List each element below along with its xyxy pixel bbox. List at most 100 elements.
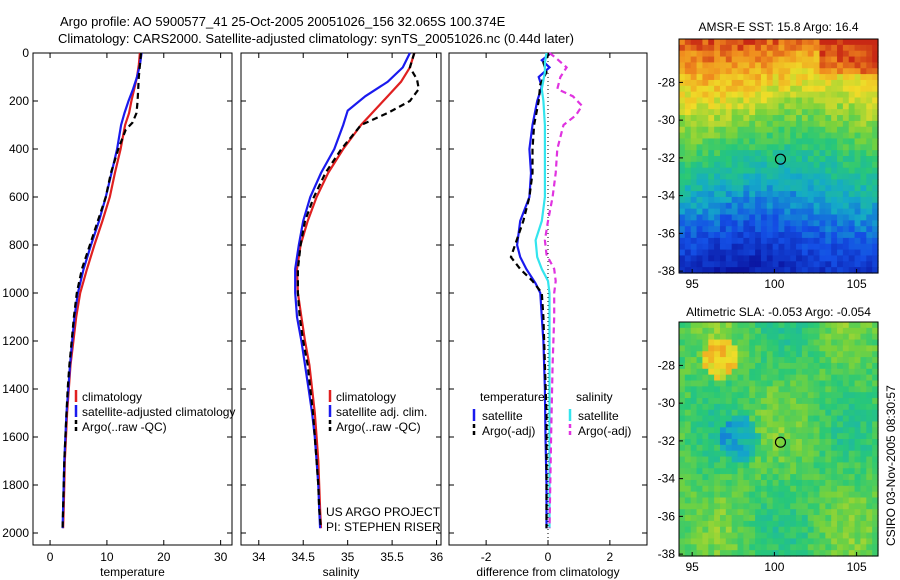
- map-cell: [725, 62, 733, 69]
- map-cell: [866, 56, 873, 63]
- map-cell: [702, 173, 709, 180]
- map-cell: [714, 485, 721, 493]
- map-cell: [819, 220, 826, 227]
- map-cell: [696, 462, 704, 469]
- map-cell: [813, 109, 821, 116]
- map-cell: [778, 509, 785, 516]
- map-cell: [731, 220, 739, 227]
- map-cell: [819, 444, 826, 452]
- map-cell: [825, 261, 832, 268]
- map-cell: [796, 156, 803, 163]
- map-cell: [796, 237, 803, 245]
- map-cell: [807, 368, 815, 376]
- map-cell: [755, 550, 762, 557]
- map-cell: [825, 439, 832, 446]
- map-cell: [842, 392, 850, 399]
- map-cell: [778, 468, 785, 475]
- map-cell: [807, 439, 815, 446]
- map-cell: [684, 380, 692, 387]
- map-cell: [796, 249, 803, 257]
- map-cell: [743, 398, 750, 405]
- map-cell: [719, 243, 727, 251]
- map-cell: [749, 345, 756, 352]
- map-cell: [702, 191, 709, 198]
- map-cell: [749, 351, 756, 358]
- map-cell: [825, 538, 832, 545]
- map-cell: [766, 520, 774, 528]
- map-cell: [790, 520, 797, 528]
- map-cell: [807, 398, 815, 405]
- map-cell: [772, 39, 780, 46]
- map-cell: [731, 497, 739, 504]
- map-y-tick-label: -34: [658, 472, 676, 486]
- map-cell: [743, 150, 750, 157]
- map-cell: [714, 526, 721, 534]
- map-cell: [860, 392, 867, 399]
- map-cell: [714, 439, 721, 446]
- map-cell: [866, 179, 873, 186]
- map-cell: [690, 261, 698, 268]
- map-cell: [731, 44, 739, 52]
- map-cell: [690, 115, 698, 122]
- map-cell: [831, 232, 838, 239]
- map-cell: [842, 503, 850, 510]
- map-cell: [766, 339, 774, 346]
- map-cell: [772, 462, 780, 469]
- map-cell: [725, 44, 733, 52]
- map-cell: [679, 196, 686, 204]
- map-cell: [684, 515, 692, 522]
- map-cell: [778, 161, 785, 169]
- map-cell: [731, 243, 739, 251]
- map-cell: [766, 409, 774, 417]
- map-cell: [684, 415, 692, 423]
- map-cell: [831, 515, 838, 522]
- map-cell: [725, 550, 733, 557]
- map-cell: [725, 74, 733, 81]
- map-cell: [766, 173, 774, 180]
- map-cell: [755, 191, 762, 198]
- map-cell: [807, 109, 815, 116]
- map-cell: [684, 144, 692, 151]
- map-cell: [690, 468, 698, 475]
- map-cell: [854, 74, 862, 81]
- map-cell: [755, 485, 762, 493]
- map-cell: [696, 115, 704, 122]
- map-cell: [760, 409, 768, 417]
- map-cell: [848, 339, 856, 346]
- map-cell: [837, 520, 844, 528]
- map-cell: [807, 322, 815, 329]
- map-cell: [801, 196, 809, 204]
- map-cell: [760, 255, 768, 262]
- map-cell: [784, 237, 791, 245]
- profile-panel-0: [32, 52, 233, 546]
- map-cell: [796, 202, 803, 210]
- map-cell: [702, 491, 709, 499]
- map-cell: [679, 386, 686, 393]
- map-cell: [801, 97, 809, 104]
- map-cell: [813, 333, 821, 341]
- map-cell: [731, 68, 739, 75]
- map-cell: [755, 392, 762, 399]
- map-cell: [684, 368, 692, 376]
- map-cell: [719, 544, 727, 551]
- map-cell: [784, 144, 791, 151]
- map-cell: [854, 196, 862, 204]
- map-cell: [866, 173, 873, 180]
- map-cell: [854, 220, 862, 227]
- map-cell: [743, 351, 750, 358]
- map-cell: [743, 115, 750, 122]
- map-cell: [848, 403, 856, 411]
- map-cell: [854, 232, 862, 239]
- map-cell: [860, 351, 867, 358]
- map-cell: [796, 509, 803, 516]
- map-cell: [708, 62, 715, 69]
- map-cell: [702, 544, 709, 551]
- map-cell: [743, 509, 750, 516]
- map-cell: [743, 103, 750, 110]
- map-cell: [854, 115, 862, 122]
- map-cell: [696, 403, 704, 411]
- map-cell: [872, 444, 879, 452]
- map-cell: [837, 132, 844, 140]
- map-frame: [678, 321, 879, 557]
- map-cell: [719, 68, 727, 75]
